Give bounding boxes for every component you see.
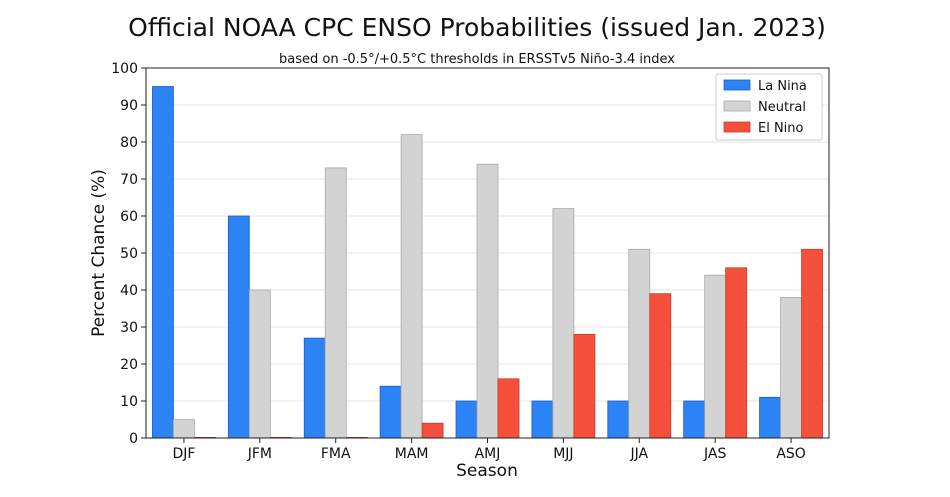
bar-la-nina-mjj	[531, 400, 554, 439]
bar-la-nina-aso	[759, 396, 781, 439]
chart-title: Official NOAA CPC ENSO Probabilities (is…	[128, 13, 826, 42]
x-tick-label: JJA	[629, 446, 648, 462]
bar-la-nina-mam	[379, 385, 402, 439]
legend-label-el-nino: El Nino	[758, 121, 804, 136]
bar-neutral-mjj	[552, 208, 575, 439]
x-tick-label: ASO	[776, 446, 805, 462]
x-axis-ticks: DJF JFM FMA MAM AMJ MJJ JJA JAS ASO	[172, 438, 806, 462]
bars-layer	[152, 86, 823, 439]
bar-la-nina-amj	[455, 400, 478, 439]
bar-el-nino-amj	[497, 378, 520, 439]
legend: La Nina Neutral El Nino	[715, 73, 823, 141]
legend-swatch-la-nina	[723, 79, 751, 91]
legend-label-la-nina: La Nina	[758, 79, 807, 94]
y-tick-label: 80	[120, 135, 138, 151]
y-tick-label: 20	[120, 357, 138, 373]
y-tick-label: 50	[120, 246, 138, 262]
bar-la-nina-jas	[683, 400, 706, 439]
y-tick-label: 0	[129, 431, 138, 447]
y-tick-label: 100	[111, 61, 138, 77]
bar-el-nino-jja	[649, 293, 672, 439]
bar-la-nina-fma	[303, 337, 326, 439]
x-tick-label: JAS	[703, 446, 726, 462]
legend-swatch-el-nino	[723, 121, 751, 133]
y-tick-label: 30	[120, 320, 138, 336]
bar-el-nino-mam	[421, 422, 444, 439]
y-axis-ticks: 0 10 20 30 40 50 60 70 80 90 100	[111, 61, 146, 447]
x-tick-label: MJJ	[553, 446, 573, 462]
bar-neutral-jja	[628, 248, 651, 439]
bar-neutral-jas	[704, 274, 727, 439]
x-tick-label: DJF	[172, 446, 195, 462]
y-tick-label: 10	[120, 394, 138, 410]
x-axis-label: Season	[456, 461, 518, 481]
chart-subtitle: based on -0.5°/+0.5°C thresholds in ERSS…	[279, 52, 675, 67]
x-tick-label: JFM	[247, 446, 272, 462]
bar-neutral-fma	[324, 167, 347, 439]
y-tick-label: 90	[120, 98, 138, 114]
bar-neutral-djf	[173, 419, 195, 439]
y-tick-label: 60	[120, 209, 138, 225]
bar-neutral-aso	[780, 296, 802, 439]
bar-la-nina-jja	[607, 400, 630, 439]
bar-neutral-amj	[476, 163, 499, 439]
bar-el-nino-jas	[725, 267, 748, 439]
bar-la-nina-djf	[152, 86, 174, 439]
bar-la-nina-jfm	[227, 215, 250, 439]
bar-el-nino-aso	[801, 248, 823, 439]
y-tick-label: 70	[120, 172, 138, 188]
x-tick-label: AMJ	[475, 446, 501, 462]
bar-neutral-jfm	[248, 289, 271, 439]
bar-neutral-mam	[400, 134, 423, 439]
x-tick-label: MAM	[395, 446, 429, 462]
legend-label-neutral: Neutral	[758, 100, 806, 115]
bar-el-nino-mjj	[573, 333, 596, 439]
y-axis-label: Percent Chance (%)	[89, 169, 109, 337]
y-tick-label: 40	[120, 283, 138, 299]
legend-swatch-neutral	[723, 100, 751, 112]
x-tick-label: FMA	[321, 446, 351, 462]
